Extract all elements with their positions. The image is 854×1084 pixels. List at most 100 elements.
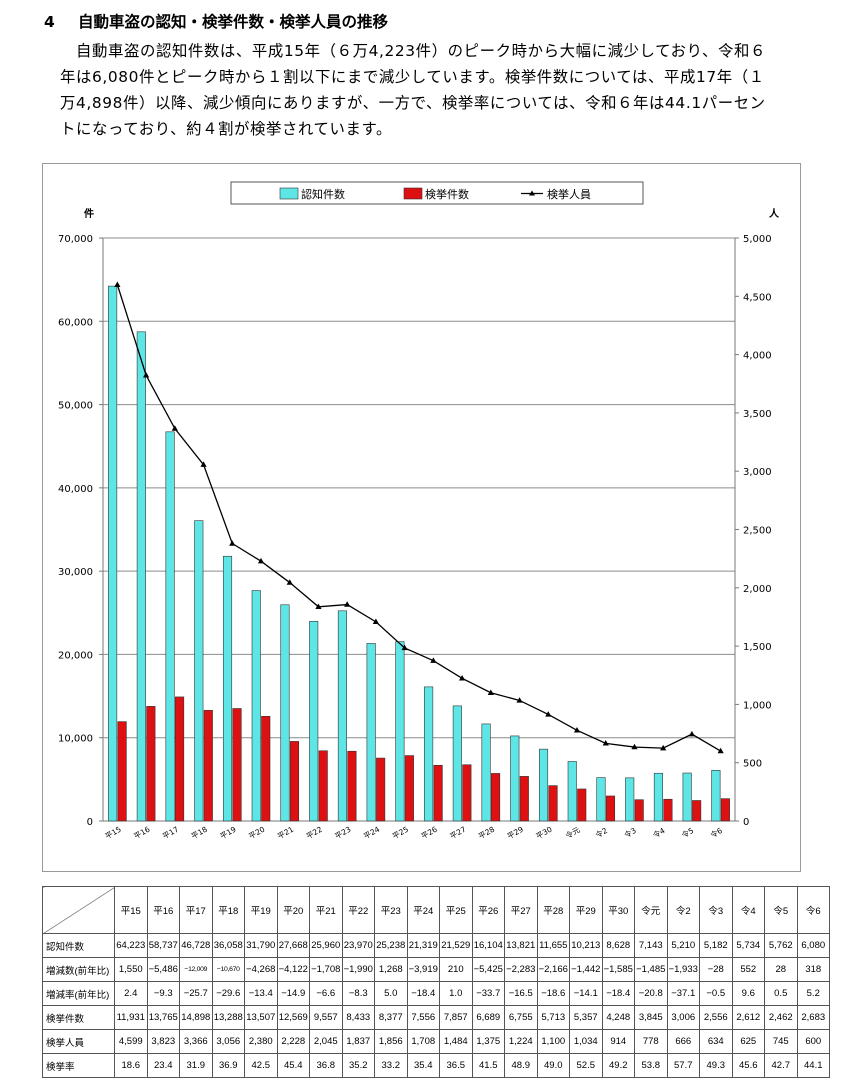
right-tick-label: 3,000 bbox=[743, 467, 772, 478]
table-cell: 2,612 bbox=[731, 1005, 765, 1030]
line-marker bbox=[257, 557, 265, 564]
table-cell: 7,556 bbox=[406, 1005, 440, 1030]
bar-kenkyo bbox=[577, 788, 587, 822]
table-cell: −1,990 bbox=[341, 957, 375, 982]
bar-kenkyo bbox=[404, 755, 414, 822]
table-cell: 3,366 bbox=[179, 1029, 213, 1054]
table-cell: 27,668 bbox=[276, 933, 310, 958]
table-header-cell: 平16 bbox=[146, 886, 180, 934]
table-cell: 28 bbox=[764, 957, 798, 982]
table-cell: −29.6 bbox=[211, 981, 245, 1006]
table-cell: 12,569 bbox=[276, 1005, 310, 1030]
line-marker bbox=[372, 618, 380, 625]
table-cell: 36.9 bbox=[211, 1053, 245, 1078]
table-cell: 4,248 bbox=[601, 1005, 635, 1030]
right-tick-label: 1,500 bbox=[743, 642, 772, 653]
line-marker bbox=[430, 657, 437, 663]
x-tick-label: 令2 bbox=[593, 825, 609, 840]
table-cell: 3,823 bbox=[146, 1029, 180, 1054]
line-marker bbox=[660, 744, 667, 751]
table-row: 増減率(前年比) 2.4 −9.3 −25.7 −29.6 −13.4 −14.9 −6.6−… bbox=[42, 981, 830, 1006]
table-header-cell: 平28 bbox=[536, 886, 570, 934]
table-header-cell: 平27 bbox=[504, 886, 538, 934]
table-cell: −16.5 bbox=[504, 981, 538, 1006]
bar-ninchi bbox=[395, 641, 405, 822]
left-tick-label: 30,000 bbox=[58, 567, 93, 578]
table-row: 検挙率 18.6 23.4 31.9 36.9 42.5 45.4 36.8 35.2 33.2 3… bbox=[42, 1053, 830, 1078]
bar-kenkyo bbox=[146, 706, 156, 822]
x-tick-label: 平15 bbox=[103, 825, 122, 841]
table-cell: 6,689 bbox=[471, 1005, 505, 1030]
table-cell: −14.9 bbox=[276, 981, 310, 1006]
x-tick-label: 平26 bbox=[419, 825, 438, 841]
bar-kenkyo bbox=[720, 798, 730, 822]
table-cell: −14.1 bbox=[569, 981, 603, 1006]
table-cell: 36.5 bbox=[439, 1053, 473, 1078]
table-header-cell: 令6 bbox=[796, 886, 830, 934]
table-row-label: 認知件数 bbox=[42, 933, 115, 958]
table-cell: 600 bbox=[796, 1029, 830, 1054]
table-cell: 5,713 bbox=[536, 1005, 570, 1030]
table-cell: 666 bbox=[666, 1029, 700, 1054]
x-tick-label: 平29 bbox=[506, 825, 525, 841]
table-cell: 5,210 bbox=[666, 933, 700, 958]
table-cell: 23,970 bbox=[341, 933, 375, 958]
table-cell: 58,737 bbox=[146, 933, 180, 958]
bar-ninchi bbox=[194, 520, 204, 822]
data-table: 平15 平16 平17 平18 平19 平20 平21 平22 平23 平24 平25 平26 平27 平… bbox=[42, 886, 830, 1078]
table-cell: 1.0 bbox=[439, 981, 473, 1006]
section-title: 自動車盗の認知・検挙件数・検挙人員の推移 bbox=[78, 13, 389, 31]
table-cell: 552 bbox=[731, 957, 765, 982]
table-cell: 13,507 bbox=[244, 1005, 278, 1030]
table-cell: 64,223 bbox=[114, 933, 148, 958]
table-cell: 0.5 bbox=[764, 981, 798, 1006]
table-cell: 5,182 bbox=[699, 933, 733, 958]
table-cell: 33.2 bbox=[374, 1053, 408, 1078]
table-row: 検挙件数 11,931 13,765 14,898 13,288 13,507 12,569… bbox=[42, 1005, 830, 1030]
bar-kenkyo bbox=[261, 716, 271, 822]
table-header-cell: 平23 bbox=[374, 886, 408, 934]
table-cell: −2,283 bbox=[504, 957, 538, 982]
table-cell: 1,484 bbox=[439, 1029, 473, 1054]
table-cell: 31.9 bbox=[179, 1053, 213, 1078]
x-tick-label: 平16 bbox=[132, 825, 151, 841]
table-cell: 9,557 bbox=[309, 1005, 343, 1030]
table-cell: 1,550 bbox=[114, 957, 148, 982]
section-paragraph: 自動車盗の認知件数は、平成15年（６万4,223件）のピーク時から大幅に減少して… bbox=[60, 42, 766, 138]
legend-swatch-kenkyo bbox=[403, 187, 423, 200]
table-row: 認知件数 64,223 58,737 46,728 36,058 31,790 27,668… bbox=[42, 933, 830, 958]
line-marker bbox=[602, 740, 609, 746]
table-cell: 35.2 bbox=[341, 1053, 375, 1078]
table-cell: 5,734 bbox=[731, 933, 765, 958]
line-marker bbox=[631, 743, 638, 750]
legend-label-jinin: 検挙人員 bbox=[547, 187, 591, 201]
table-header-cell: 令2 bbox=[666, 886, 700, 934]
table-cell: −5,425 bbox=[471, 957, 505, 982]
table-cell: 745 bbox=[764, 1029, 798, 1054]
table-cell: −2,166 bbox=[536, 957, 570, 982]
table-cell: 49.2 bbox=[601, 1053, 635, 1078]
table-cell: 1,708 bbox=[406, 1029, 440, 1054]
bar-kenkyo bbox=[519, 776, 529, 822]
table-cell: 45.6 bbox=[731, 1053, 765, 1078]
table-cell: 8,433 bbox=[341, 1005, 375, 1030]
x-tick-label: 平20 bbox=[247, 825, 266, 841]
x-tick-label: 平25 bbox=[391, 825, 410, 841]
table-cell: −1,442 bbox=[569, 957, 603, 982]
table-cell: −1,708 bbox=[309, 957, 343, 982]
line-marker bbox=[573, 726, 581, 733]
table-cell: 1,100 bbox=[536, 1029, 570, 1054]
x-tick-label: 令6 bbox=[708, 825, 724, 840]
table-cell: −18.4 bbox=[406, 981, 440, 1006]
table-cell: 49.0 bbox=[536, 1053, 570, 1078]
table-header-cell: 令4 bbox=[731, 886, 765, 934]
x-tick-label: 平19 bbox=[218, 825, 237, 841]
bar-ninchi bbox=[280, 604, 290, 822]
bar-kenkyo bbox=[376, 757, 386, 822]
line-marker bbox=[171, 425, 178, 431]
table-cell: −6.6 bbox=[309, 981, 343, 1006]
bar-ninchi bbox=[222, 555, 233, 822]
table-cell: 1,034 bbox=[569, 1029, 603, 1054]
table-cell: 10,213 bbox=[569, 933, 603, 958]
table-cell: 36.8 bbox=[309, 1053, 343, 1078]
